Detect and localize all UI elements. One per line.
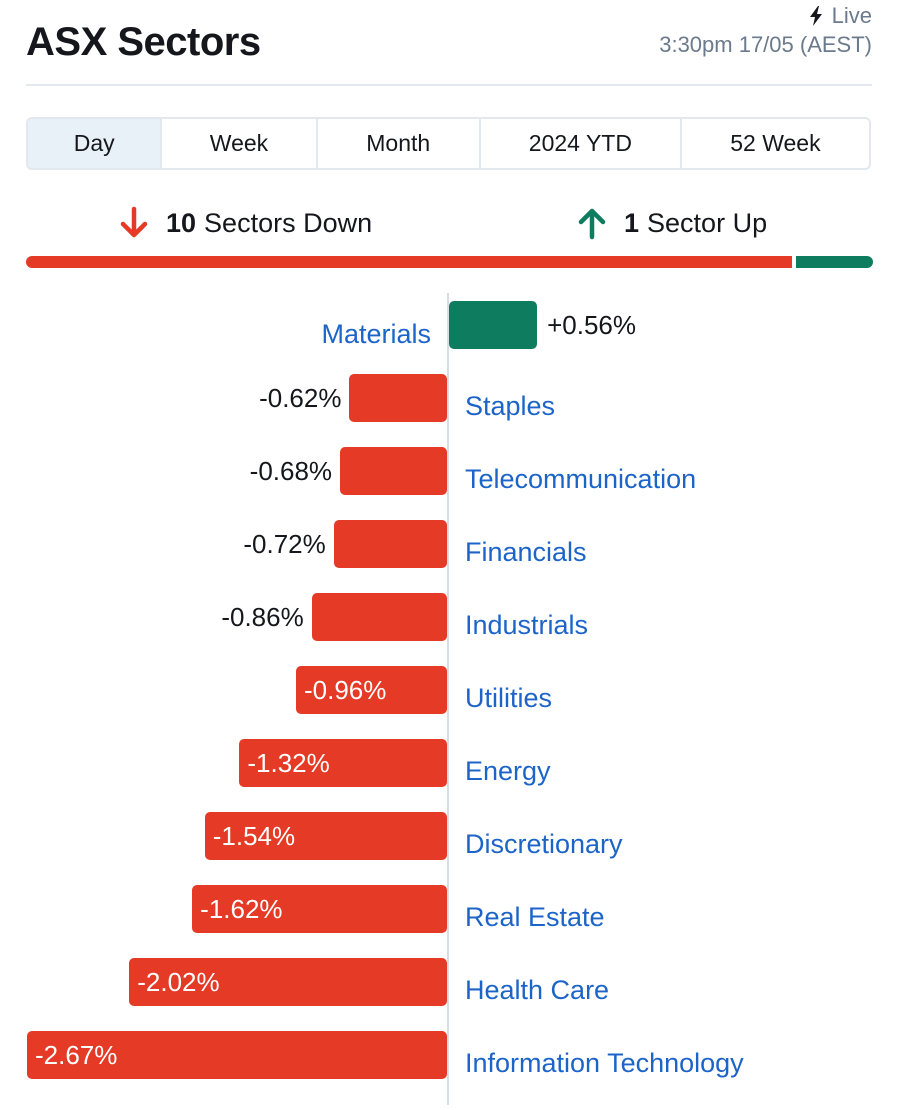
sector-link-industrials[interactable]: Industrials bbox=[465, 610, 589, 640]
value-label-real-estate: -1.62% bbox=[200, 894, 283, 924]
sectors-down-summary: 10 Sectors Down bbox=[118, 206, 372, 240]
timestamp: 3:30pm 17/05 (AEST) bbox=[659, 32, 872, 57]
bar-financials bbox=[333, 520, 447, 568]
live-label: Live bbox=[831, 3, 872, 28]
tab-day[interactable]: Day bbox=[28, 119, 163, 168]
bar-energy bbox=[239, 739, 447, 787]
value-label-materials: +0.56% bbox=[547, 310, 636, 340]
value-label-health-care: -2.02% bbox=[137, 967, 220, 997]
value-label-information-technology: -2.67% bbox=[35, 1040, 118, 1070]
bar-health-care bbox=[129, 958, 447, 1006]
sector-link-energy[interactable]: Energy bbox=[465, 756, 551, 786]
bar-information-technology bbox=[27, 1031, 447, 1079]
lightning-icon bbox=[809, 6, 822, 26]
sector-link-staples[interactable]: Staples bbox=[465, 391, 556, 421]
bar-real-estate bbox=[192, 885, 447, 933]
market-breadth-summary: 10 Sectors Down 1 Sector Up bbox=[26, 200, 871, 250]
sectors-up-label: Sector Up bbox=[647, 207, 768, 238]
sector-link-materials[interactable]: Materials bbox=[321, 319, 431, 349]
sectors-up-count: 1 bbox=[624, 207, 640, 238]
breadth-bar-down bbox=[26, 256, 792, 268]
widget-header: ASX Sectors Live 3:30pm 17/05 (AEST) bbox=[26, 0, 872, 86]
sector-link-discretionary[interactable]: Discretionary bbox=[465, 829, 623, 859]
breadth-bar bbox=[26, 256, 873, 268]
sectors-up-summary: 1 Sector Up bbox=[576, 206, 767, 240]
zero-axis bbox=[447, 293, 449, 1105]
tab-week[interactable]: Week bbox=[162, 119, 318, 168]
sectors-down-label: Sectors Down bbox=[204, 207, 373, 238]
sectors-down-count: 10 bbox=[166, 207, 197, 238]
bar-materials bbox=[449, 301, 538, 349]
tab-2024-ytd[interactable]: 2024 YTD bbox=[481, 119, 682, 168]
bar-utilities bbox=[295, 666, 447, 714]
bar-staples bbox=[349, 374, 447, 422]
arrow-up-icon bbox=[578, 208, 606, 240]
arrow-down-icon bbox=[120, 206, 148, 238]
value-label-telecommunication: -0.68% bbox=[249, 456, 333, 486]
value-label-financials: -0.72% bbox=[243, 529, 326, 559]
sector-link-telecommunication[interactable]: Telecommunication bbox=[465, 464, 697, 494]
widget-title: ASX Sectors bbox=[26, 20, 261, 64]
value-label-energy: -1.32% bbox=[247, 748, 330, 778]
tab-52-week[interactable]: 52 Week bbox=[730, 130, 821, 156]
value-label-staples: -0.62% bbox=[259, 383, 342, 413]
bar-industrials bbox=[311, 593, 447, 641]
sector-link-health-care[interactable]: Health Care bbox=[465, 975, 610, 1005]
bar-discretionary bbox=[204, 812, 447, 860]
sector-link-information-technology[interactable]: Information Technology bbox=[465, 1048, 744, 1078]
value-label-discretionary: -1.54% bbox=[212, 821, 296, 851]
sector-link-utilities[interactable]: Utilities bbox=[465, 683, 553, 713]
breadth-bar-up bbox=[796, 256, 873, 268]
sector-link-real-estate[interactable]: Real Estate bbox=[465, 902, 605, 932]
value-label-utilities: -0.96% bbox=[303, 675, 387, 705]
tab-month[interactable]: Month bbox=[318, 119, 481, 168]
period-tabs: Day Week Month 2024 YTD 52 Week bbox=[26, 117, 871, 170]
value-label-industrials: -0.86% bbox=[221, 602, 304, 632]
bar-telecommunication bbox=[340, 447, 447, 495]
sector-link-financials[interactable]: Financials bbox=[465, 537, 587, 567]
live-indicator: Live bbox=[808, 3, 872, 29]
